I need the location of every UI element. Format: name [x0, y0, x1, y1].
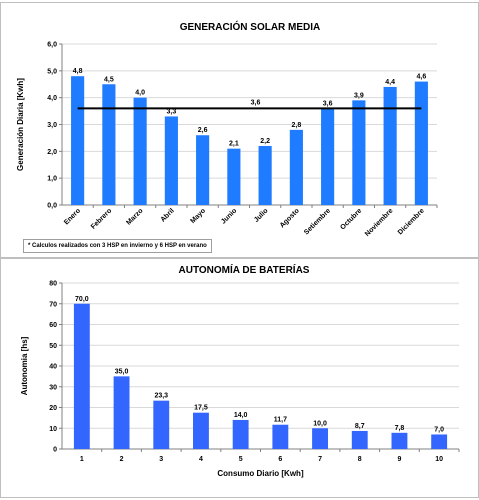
- x-tick-label: Junio: [220, 207, 238, 225]
- x-tick-label: 5: [239, 456, 243, 463]
- x-tick-label: Marzo: [125, 207, 144, 226]
- y-tick-label: 40: [49, 364, 57, 371]
- bar: [258, 145, 272, 205]
- data-label: 4,4: [385, 79, 395, 86]
- x-tick-label: 1: [80, 456, 84, 463]
- bar: [232, 419, 249, 449]
- x-tick-label: Diciembre: [397, 207, 426, 236]
- bar: [321, 108, 335, 205]
- data-label: 2,8: [292, 122, 302, 129]
- bar: [351, 430, 368, 449]
- bar: [414, 81, 428, 205]
- data-label: 14,0: [234, 412, 248, 419]
- y-tick-label: 0,0: [47, 203, 57, 210]
- bar: [164, 116, 178, 205]
- bar: [193, 412, 209, 449]
- y-axis-title: Autonomia [hs]: [20, 336, 29, 395]
- x-tick-label: 3: [159, 456, 163, 463]
- data-label: 3,9: [354, 92, 364, 99]
- y-tick-label: 20: [49, 405, 57, 412]
- solar-generation-chart: GENERACIÓN SOLAR MEDIA 0,0 1,0 2,0 3,0 4,0 5,0…: [16, 20, 438, 238]
- data-label: 11,7: [274, 417, 287, 424]
- y-tick-label: 4,0: [47, 95, 57, 102]
- x-tick-label: Setiembre: [303, 207, 332, 236]
- bar: [272, 424, 289, 449]
- x-axis-title: Consumo Diario [Kwh]: [217, 469, 304, 478]
- x-tick-label: Febrero: [90, 207, 113, 230]
- bar: [196, 135, 210, 205]
- data-label: 70,0: [75, 296, 89, 303]
- data-label: 4,5: [104, 76, 114, 83]
- bar: [113, 376, 130, 449]
- data-label: 4,8: [73, 68, 83, 75]
- y-tick-label: 70: [49, 301, 57, 308]
- data-label: 35,0: [115, 368, 129, 375]
- chart-title: AUTONOMÍA DE BATERÍAS: [179, 263, 310, 276]
- x-tick-label: 4: [199, 456, 203, 463]
- bar: [133, 97, 147, 205]
- bar: [431, 434, 448, 449]
- data-label: 3,6: [323, 100, 333, 107]
- bar: [227, 148, 241, 205]
- y-tick-label: 0: [53, 447, 57, 454]
- bar: [102, 84, 116, 205]
- data-label: 7,8: [395, 425, 405, 432]
- data-label: 7,0: [434, 426, 444, 433]
- bar: [71, 76, 85, 205]
- x-tick-label: 2: [120, 456, 124, 463]
- data-label: 2,2: [260, 138, 270, 145]
- solar-generation-chart-panel: GENERACIÓN SOLAR MEDIA 0,0 1,0 2,0 3,0 4,0 5,0…: [0, 2, 479, 258]
- data-label: 17,5: [194, 405, 208, 412]
- x-tick-label: 6: [278, 456, 282, 463]
- y-tick-label: 3,0: [47, 122, 57, 129]
- bar: [153, 400, 170, 449]
- x-tick-label: Mayo: [189, 207, 207, 225]
- y-axis-title: Generación Diaria [Kwh]: [16, 78, 25, 171]
- chart-title: GENERACIÓN SOLAR MEDIA: [180, 20, 321, 33]
- bar: [289, 129, 303, 205]
- data-label: 8,7: [355, 423, 365, 430]
- data-label: 3,3: [167, 108, 177, 115]
- y-tick-label: 10: [49, 426, 57, 433]
- calculation-note: * Calculos realizados con 3 HSP en invie…: [23, 239, 212, 253]
- data-label: 23,3: [154, 393, 168, 400]
- x-tick-label: Abril: [160, 207, 176, 223]
- y-tick-label: 6,0: [47, 42, 57, 49]
- bar: [312, 428, 328, 449]
- bar: [73, 303, 90, 449]
- data-label: 4,0: [135, 90, 145, 97]
- battery-autonomy-chart: AUTONOMÍA DE BATERÍAS 0 10 20 30 40 50 60 70 80 70…: [20, 263, 460, 478]
- y-tick-label: 5,0: [47, 68, 57, 75]
- reference-line-label: 3,6: [251, 99, 261, 106]
- y-tick-label: 1,0: [47, 176, 57, 183]
- x-tick-label: Enero: [63, 207, 82, 226]
- y-tick-label: 60: [49, 322, 57, 329]
- y-tick-label: 30: [49, 384, 57, 391]
- bar: [352, 100, 366, 205]
- bar: [383, 86, 397, 205]
- y-tick-label: 2,0: [47, 149, 57, 156]
- battery-autonomy-chart-panel: AUTONOMÍA DE BATERÍAS 0 10 20 30 40 50 60 70 80 70…: [0, 258, 479, 498]
- data-label: 2,1: [229, 141, 239, 148]
- data-label: 10,0: [313, 420, 327, 427]
- x-tick-label: 7: [318, 456, 322, 463]
- x-tick-label: Noviembre: [364, 207, 395, 238]
- y-tick-label: 80: [49, 281, 57, 288]
- y-tick-label: 50: [49, 343, 57, 350]
- data-label: 4,6: [417, 74, 427, 81]
- x-tick-label: Julio: [253, 207, 270, 224]
- data-label: 2,6: [198, 127, 208, 134]
- bar: [391, 432, 408, 449]
- x-tick-label: 10: [435, 456, 443, 463]
- x-tick-label: Octubre: [339, 207, 363, 231]
- x-tick-label: Agosto: [279, 207, 301, 229]
- x-tick-label: 9: [397, 456, 401, 463]
- x-tick-label: 8: [358, 456, 362, 463]
